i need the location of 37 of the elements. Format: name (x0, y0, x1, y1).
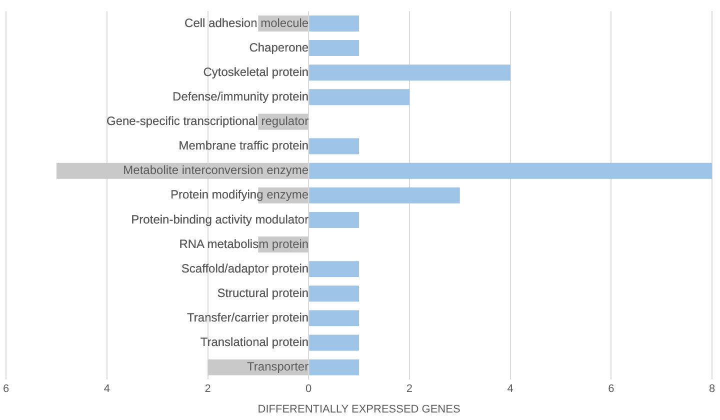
y-tick-label: Structural protein (217, 286, 309, 300)
bar (309, 286, 360, 302)
x-axis-title: DIFFERENTIALLY EXPRESSED GENES (258, 403, 460, 416)
x-tick-label: 2 (204, 383, 211, 396)
x-tick-label: 4 (104, 383, 110, 396)
bar (309, 212, 360, 228)
bar (309, 89, 410, 106)
y-tick-label: Protein-binding activity modulator (131, 212, 309, 226)
bar (309, 138, 360, 154)
x-tick-label: 4 (507, 383, 514, 396)
y-tick-label: Defense/immunity protein (172, 89, 309, 104)
y-tick-label: Cell adhesion molecule (184, 16, 309, 30)
y-tick-label: RNA metabolism protein (179, 236, 309, 251)
x-tick-label: 2 (406, 383, 413, 396)
y-tick-label: Membrane traffic protein (178, 138, 309, 153)
bar (309, 162, 712, 179)
bar (309, 187, 460, 204)
y-tick-label: Gene-specific transcriptional regulator (106, 114, 309, 128)
bar (309, 40, 360, 56)
bar (309, 334, 360, 351)
y-tick-label: Translational protein (200, 335, 309, 350)
bar (309, 16, 360, 32)
bar (309, 261, 360, 278)
x-tick-label: 8 (708, 383, 716, 396)
y-tick-label: Protein modifying enzyme (170, 188, 309, 202)
x-tick-label: 6 (2, 383, 10, 396)
y-tick-label: Cytoskeletal protein (203, 64, 309, 79)
y-tick-label: Scaffold/adaptor protein (181, 261, 309, 276)
y-tick-label: Chaperone (249, 40, 309, 54)
bar (309, 359, 360, 376)
bar (309, 64, 510, 81)
bar (309, 310, 360, 326)
x-tick-label: 0 (306, 383, 312, 396)
y-tick-label: Metabolite interconversion enzyme (123, 163, 309, 178)
x-tick-label: 6 (608, 383, 614, 396)
y-tick-label: Transporter (247, 360, 309, 374)
y-tick-label: Transfer/carrier protein (187, 310, 309, 325)
